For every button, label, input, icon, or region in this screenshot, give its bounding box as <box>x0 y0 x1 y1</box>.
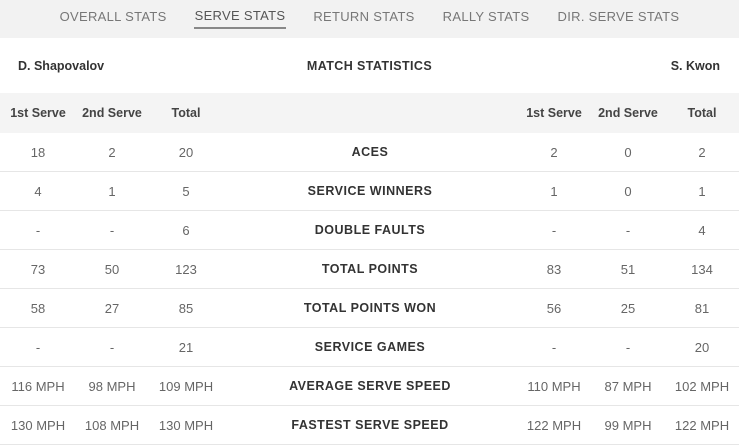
p1-2nd-serve-value: 50 <box>104 261 120 277</box>
tab-dir-serve-stats[interactable]: DIR. SERVE STATS <box>557 8 680 24</box>
p1-2nd-serve-value: - <box>109 339 115 355</box>
p1-total-value: 130 MPH <box>158 417 214 433</box>
p1-total-value: 85 <box>178 300 194 316</box>
p1-2nd-serve-value: 27 <box>104 300 120 316</box>
p2-2nd-serve-value: 25 <box>620 300 636 316</box>
p1-2nd-serve-value: 2 <box>108 144 116 160</box>
p1-total-value: 123 <box>175 261 197 277</box>
p2-total-value: 81 <box>694 300 710 316</box>
stat-label: TOTAL POINTS <box>321 262 419 276</box>
stat-label: SERVICE GAMES <box>314 340 426 354</box>
p2-1st-serve-value: 83 <box>546 261 562 277</box>
stat-label: ACES <box>351 145 389 159</box>
column-headers: 1st Serve 2nd Serve Total 1st Serve 2nd … <box>0 93 739 133</box>
p2-col-1st-serve: 1st Serve <box>526 106 582 120</box>
p2-total-value: 20 <box>694 339 710 355</box>
p2-2nd-serve-value: 51 <box>620 261 636 277</box>
tab-return-stats[interactable]: RETURN STATS <box>313 8 415 24</box>
p1-1st-serve-value: 18 <box>30 144 46 160</box>
p2-1st-serve-value: 122 MPH <box>526 417 582 433</box>
p2-2nd-serve-value: 0 <box>624 183 632 199</box>
stats-table-body: 18 2 20 ACES 2 0 2 4 1 5 SERVICE WINNERS… <box>0 133 739 445</box>
p1-2nd-serve-value: 108 MPH <box>84 417 140 433</box>
p2-2nd-serve-value: 99 MPH <box>604 417 652 433</box>
p1-2nd-serve-value: 98 MPH <box>88 378 136 394</box>
p2-total-value: 102 MPH <box>674 378 730 394</box>
p2-col-total: Total <box>687 106 717 120</box>
p2-1st-serve-value: - <box>551 222 557 238</box>
p1-col-2nd-serve: 2nd Serve <box>82 106 142 120</box>
p2-2nd-serve-value: 0 <box>624 144 632 160</box>
p1-1st-serve-value: 73 <box>30 261 46 277</box>
p2-1st-serve-value: - <box>551 339 557 355</box>
stats-tab-bar: OVERALL STATS SERVE STATS RETURN STATS R… <box>0 0 739 38</box>
p2-1st-serve-value: 56 <box>546 300 562 316</box>
p2-1st-serve-value: 110 MPH <box>527 378 581 394</box>
p2-1st-serve-value: 2 <box>550 144 558 160</box>
p2-2nd-serve-value: - <box>625 222 631 238</box>
p2-col-2nd-serve: 2nd Serve <box>598 106 658 120</box>
stat-label: TOTAL POINTS WON <box>303 301 437 315</box>
p1-1st-serve-value: 130 MPH <box>10 417 66 433</box>
table-row: 4 1 5 SERVICE WINNERS 1 0 1 <box>0 172 739 211</box>
table-row: - - 21 SERVICE GAMES - - 20 <box>0 328 739 367</box>
p1-2nd-serve-value: - <box>109 222 115 238</box>
match-statistics-title: MATCH STATISTICS <box>306 58 433 73</box>
tab-overall-stats[interactable]: OVERALL STATS <box>59 8 167 24</box>
stat-label: SERVICE WINNERS <box>307 184 433 198</box>
table-row: 116 MPH 98 MPH 109 MPH AVERAGE SERVE SPE… <box>0 367 739 406</box>
p1-1st-serve-value: 116 MPH <box>11 378 65 394</box>
p2-total-value: 1 <box>698 183 706 199</box>
p1-total-value: 109 MPH <box>158 378 214 394</box>
p1-total-value: 5 <box>182 183 190 199</box>
p2-total-value: 2 <box>698 144 706 160</box>
p1-total-value: 6 <box>182 222 190 238</box>
p1-col-1st-serve: 1st Serve <box>10 106 66 120</box>
p1-2nd-serve-value: 1 <box>108 183 116 199</box>
stat-label: AVERAGE SERVE SPEED <box>289 379 451 393</box>
stat-label: DOUBLE FAULTS <box>314 223 426 237</box>
tab-rally-stats[interactable]: RALLY STATS <box>442 8 530 24</box>
player1-name: D. Shapovalov <box>18 58 105 73</box>
table-row: 73 50 123 TOTAL POINTS 83 51 134 <box>0 250 739 289</box>
tab-serve-stats[interactable]: SERVE STATS <box>193 4 287 29</box>
p2-1st-serve-value: 1 <box>550 183 558 199</box>
table-row: - - 6 DOUBLE FAULTS - - 4 <box>0 211 739 250</box>
p1-1st-serve-value: 4 <box>34 183 42 199</box>
p1-total-value: 20 <box>178 144 194 160</box>
stat-label: FASTEST SERVE SPEED <box>291 418 449 432</box>
p1-1st-serve-value: 58 <box>30 300 46 316</box>
p1-1st-serve-value: - <box>35 339 41 355</box>
table-row: 18 2 20 ACES 2 0 2 <box>0 133 739 172</box>
p2-2nd-serve-value: 87 MPH <box>604 378 652 394</box>
table-row: 130 MPH 108 MPH 130 MPH FASTEST SERVE SP… <box>0 406 739 445</box>
match-header: D. Shapovalov MATCH STATISTICS S. Kwon <box>0 38 739 93</box>
p1-col-total: Total <box>171 106 201 120</box>
player2-name: S. Kwon <box>670 58 720 73</box>
p1-total-value: 21 <box>178 339 194 355</box>
p2-total-value: 134 <box>691 261 713 277</box>
p2-total-value: 4 <box>698 222 706 238</box>
p2-total-value: 122 MPH <box>674 417 730 433</box>
p1-1st-serve-value: - <box>35 222 41 238</box>
table-row: 58 27 85 TOTAL POINTS WON 56 25 81 <box>0 289 739 328</box>
p2-2nd-serve-value: - <box>625 339 631 355</box>
